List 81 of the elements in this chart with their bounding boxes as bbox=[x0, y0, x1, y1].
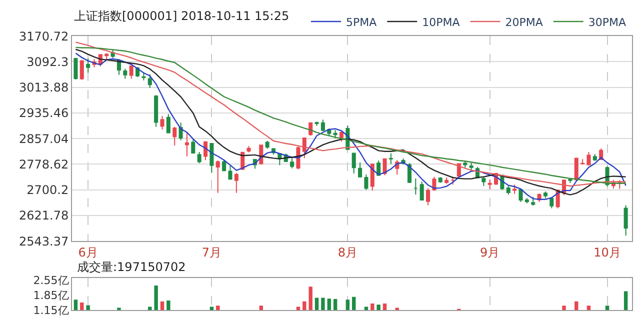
candlestick bbox=[568, 178, 572, 184]
candlestick bbox=[506, 185, 510, 195]
candlestick bbox=[518, 188, 523, 202]
candlestick bbox=[246, 146, 251, 153]
y-tick-label: 3013.88 bbox=[18, 80, 69, 95]
candlestick bbox=[370, 164, 374, 192]
candlestick bbox=[444, 176, 449, 184]
candlestick bbox=[228, 165, 232, 180]
candlestick bbox=[388, 152, 393, 165]
candlestick bbox=[148, 74, 152, 88]
x-tick-label: 10月 bbox=[594, 245, 621, 260]
legend-label: 10PMA bbox=[422, 16, 460, 29]
candlestick bbox=[420, 181, 424, 201]
chart-title: 成交量:197150702 bbox=[77, 260, 186, 274]
candlestick bbox=[160, 116, 164, 130]
candlestick bbox=[222, 159, 226, 172]
candlestick bbox=[166, 114, 170, 134]
candlestick bbox=[80, 59, 84, 80]
y-tick-label: 2935.46 bbox=[18, 106, 69, 120]
candlestick bbox=[469, 162, 474, 172]
candlestick bbox=[204, 141, 208, 161]
candlestick bbox=[512, 184, 517, 194]
x-tick-label: 7月 bbox=[202, 245, 222, 260]
candlestick bbox=[364, 174, 368, 190]
candlestick bbox=[426, 188, 430, 206]
candlestick bbox=[450, 176, 455, 186]
candlestick bbox=[314, 121, 319, 126]
candlestick bbox=[592, 153, 597, 162]
candlestick bbox=[352, 152, 356, 174]
candlestick bbox=[531, 196, 536, 206]
candlestick bbox=[123, 68, 128, 80]
candlestick bbox=[580, 158, 585, 165]
y-tick-label: 2857.04 bbox=[18, 132, 69, 146]
candlestick bbox=[382, 158, 387, 176]
y-tick-label: 2700.2 bbox=[26, 183, 69, 198]
x-tick-label: 8月 bbox=[338, 245, 358, 260]
x-tick-label: 9月 bbox=[480, 245, 500, 260]
candlestick bbox=[234, 172, 238, 194]
candlestick bbox=[129, 64, 134, 80]
candlestick bbox=[178, 122, 183, 141]
candlestick bbox=[302, 137, 306, 159]
y-tick-label: 2621.78 bbox=[18, 208, 69, 223]
legend-label: 20PMA bbox=[505, 16, 544, 29]
legend-label: 30PMA bbox=[588, 16, 626, 29]
candlestick bbox=[524, 198, 529, 204]
candlestick bbox=[586, 151, 591, 166]
candlestick bbox=[624, 204, 628, 236]
y-tick-label: 2.55亿 bbox=[33, 274, 69, 287]
candlestick bbox=[265, 140, 270, 150]
y-tick-label: 3170.72 bbox=[18, 29, 69, 44]
y-tick-label: 3092.3 bbox=[26, 54, 69, 69]
chart-title: 上证指数[000001] 2018-10-11 15:25 bbox=[74, 9, 290, 23]
candlestick bbox=[320, 119, 325, 132]
y-tick-label: 2543.37 bbox=[18, 234, 69, 248]
candlestick bbox=[463, 160, 468, 168]
candlestick bbox=[543, 191, 548, 199]
candlestick bbox=[290, 157, 294, 169]
candlestick bbox=[438, 176, 442, 184]
y-tick-label: 2778.62 bbox=[18, 157, 69, 172]
candlestick bbox=[154, 94, 158, 128]
legend-label: 5PMA bbox=[346, 16, 378, 29]
candlestick bbox=[104, 52, 109, 60]
candlestick bbox=[333, 130, 338, 139]
y-tick-label: 1.85亿 bbox=[33, 288, 69, 302]
candlestick bbox=[197, 151, 202, 164]
candlestick bbox=[86, 58, 90, 74]
candlestick bbox=[550, 197, 554, 209]
y-tick-label: 1.15亿 bbox=[33, 304, 69, 317]
candlestick bbox=[488, 178, 492, 190]
candlestick bbox=[407, 162, 412, 183]
candlestick bbox=[210, 143, 214, 174]
candlestick bbox=[142, 72, 146, 81]
candlestick bbox=[191, 138, 196, 154]
candlestick bbox=[74, 57, 78, 80]
candlestick bbox=[216, 160, 220, 194]
x-tick-label: 6月 bbox=[78, 245, 98, 260]
candlestick bbox=[184, 132, 189, 157]
candlestick bbox=[482, 176, 486, 186]
candlestick bbox=[414, 178, 418, 195]
candlestick bbox=[358, 162, 362, 178]
candlestick bbox=[172, 126, 177, 146]
